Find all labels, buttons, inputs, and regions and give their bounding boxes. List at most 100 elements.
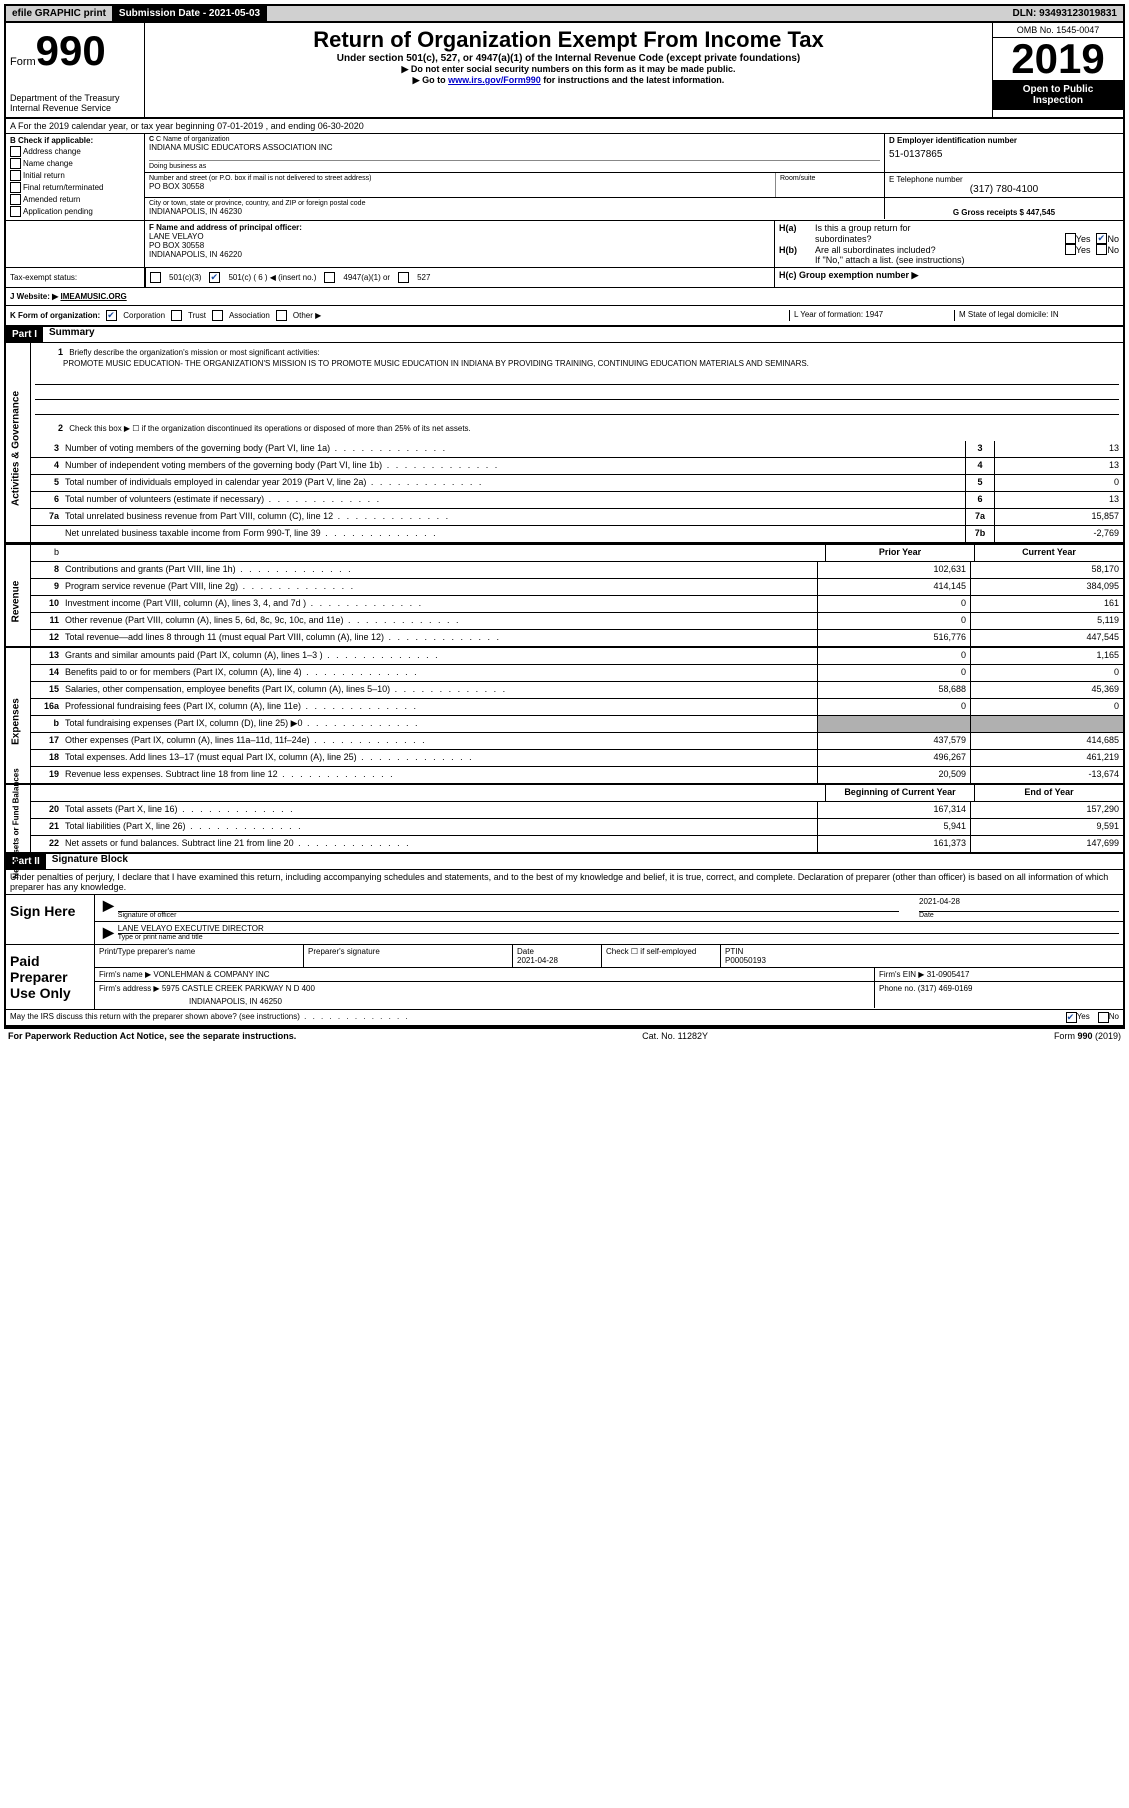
city-label: City or town, state or province, country… [149,200,880,207]
discuss-row: May the IRS discuss this return with the… [6,1010,1123,1027]
summary-row: 22Net assets or fund balances. Subtract … [31,836,1123,852]
summary-row: 5Total number of individuals employed in… [31,475,1123,492]
dba-label: Doing business as [149,160,880,170]
irs-link[interactable]: www.irs.gov/Form990 [448,75,541,85]
officer-addr1: PO BOX 30558 [149,241,770,250]
state-domicile: M State of legal domicile: IN [954,310,1119,321]
net-assets-section: Net Assets or Fund Balances Beginning of… [6,785,1123,854]
tax-501c3[interactable] [150,272,161,283]
k-trust[interactable] [171,310,182,321]
summary-row: 9Program service revenue (Part VIII, lin… [31,579,1123,596]
irs-label: Internal Revenue Service [10,103,140,113]
section-fh: F Name and address of principal officer:… [6,221,1123,268]
summary-row: bTotal fundraising expenses (Part IX, co… [31,716,1123,733]
return-subtitle: Under section 501(c), 527, or 4947(a)(1)… [149,53,988,64]
summary-row: 20Total assets (Part X, line 16)167,3141… [31,802,1123,819]
phone-value: (317) 780-4100 [889,184,1119,195]
activities-governance: Activities & Governance 1 Briefly descri… [6,343,1123,544]
section-ij: Tax-exempt status: 501(c)(3) 501(c) ( 6 … [6,268,1123,288]
section-j: J Website: ▶ IMEAMUSIC.ORG [6,288,1123,306]
note-goto: ▶ Go to www.irs.gov/Form990 for instruct… [149,75,988,86]
summary-row: 13Grants and similar amounts paid (Part … [31,648,1123,665]
gross-receipts: G Gross receipts $ 447,545 [889,200,1119,217]
part1-header: Part I Summary [6,327,1123,343]
form-990: efile GRAPHIC print Submission Date - 20… [4,4,1125,1029]
check-final[interactable] [10,182,21,193]
officer-name: LANE VELAYO [149,232,770,241]
perjury-declaration: Under penalties of perjury, I declare th… [6,870,1123,895]
k-corp[interactable] [106,310,117,321]
tax-4947[interactable] [324,272,335,283]
summary-row: 10Investment income (Part VIII, column (… [31,596,1123,613]
section-b: B Check if applicable: Address change Na… [6,134,145,220]
tax-year: 2019 [993,38,1123,80]
dln: DLN: 93493123019831 [1006,6,1123,21]
efile-print[interactable]: efile GRAPHIC print [6,6,113,21]
phone-label: E Telephone number [889,175,1119,184]
summary-row: 12Total revenue—add lines 8 through 11 (… [31,630,1123,646]
room-suite-label: Room/suite [775,173,884,197]
section-bcdefg: B Check if applicable: Address change Na… [6,134,1123,221]
k-assoc[interactable] [212,310,223,321]
dept-treasury: Department of the Treasury [10,93,140,103]
section-klm: K Form of organization: Corporation Trus… [6,306,1123,327]
expenses-section: Expenses 13Grants and similar amounts pa… [6,648,1123,785]
mission-text: PROMOTE MUSIC EDUCATION- THE ORGANIZATIO… [35,359,1119,368]
summary-row: 19Revenue less expenses. Subtract line 1… [31,767,1123,783]
summary-row: 21Total liabilities (Part X, line 26)5,9… [31,819,1123,836]
ha-yes[interactable] [1065,233,1076,244]
summary-row: 6Total number of volunteers (estimate if… [31,492,1123,509]
street-value: PO BOX 30558 [149,182,771,191]
website[interactable]: IMEAMUSIC.ORG [60,292,126,301]
return-title: Return of Organization Exempt From Incom… [149,27,988,53]
top-bar: efile GRAPHIC print Submission Date - 20… [6,6,1123,23]
summary-row: 16aProfessional fundraising fees (Part I… [31,699,1123,716]
summary-row: 17Other expenses (Part IX, column (A), l… [31,733,1123,750]
hb-yes[interactable] [1065,244,1076,255]
summary-row: 11Other revenue (Part VIII, column (A), … [31,613,1123,630]
officer-addr2: INDIANAPOLIS, IN 46220 [149,250,770,259]
line-a: A For the 2019 calendar year, or tax yea… [6,119,1123,134]
revenue-section: Revenue b Prior Year Current Year 8Contr… [6,544,1123,648]
tax-501c[interactable] [209,272,220,283]
hb-no[interactable] [1096,244,1107,255]
summary-row: 7aTotal unrelated business revenue from … [31,509,1123,526]
summary-row: 18Total expenses. Add lines 13–17 (must … [31,750,1123,767]
arrow-icon: ▶ [99,897,118,919]
officer-label: F Name and address of principal officer: [149,223,770,232]
year-formation: L Year of formation: 1947 [789,310,954,321]
form-number: 990 [36,27,106,74]
open-public: Open to Public Inspection [993,80,1123,110]
summary-row: 3Number of voting members of the governi… [31,441,1123,458]
summary-row: 8Contributions and grants (Part VIII, li… [31,562,1123,579]
sign-here-section: Sign Here ▶ Signature of officer 2021-04… [6,895,1123,945]
summary-row: 14Benefits paid to or for members (Part … [31,665,1123,682]
city-value: INDIANAPOLIS, IN 46230 [149,207,880,216]
arrow-icon: ▶ [99,924,118,942]
discuss-yes[interactable] [1066,1012,1077,1023]
part2-header: Part II Signature Block [6,854,1123,870]
ha-no[interactable] [1096,233,1107,244]
note-ssn: ▶ Do not enter social security numbers o… [149,64,988,75]
summary-row: Net unrelated business taxable income fr… [31,526,1123,542]
paid-preparer-section: Paid Preparer Use Only Print/Type prepar… [6,945,1123,1010]
col-headers: b Prior Year Current Year [31,545,1123,562]
ein-label: D Employer identification number [889,136,1119,145]
check-initial[interactable] [10,170,21,181]
check-amended[interactable] [10,194,21,205]
summary-row: 15Salaries, other compensation, employee… [31,682,1123,699]
discuss-no[interactable] [1098,1012,1109,1023]
street-label: Number and street (or P.O. box if mail i… [149,175,771,182]
check-name[interactable] [10,158,21,169]
page-footer: For Paperwork Reduction Act Notice, see … [4,1029,1125,1043]
tax-527[interactable] [398,272,409,283]
form-word: Form [10,56,36,68]
check-pending[interactable] [10,206,21,217]
org-name-label: C C Name of organization [149,136,880,143]
form-header: Form990 Department of the Treasury Inter… [6,23,1123,119]
check-address[interactable] [10,146,21,157]
ein-value: 51-0137865 [889,145,1119,164]
col-headers-net: Beginning of Current Year End of Year [31,785,1123,802]
k-other[interactable] [276,310,287,321]
submission-date: Submission Date - 2021-05-03 [113,6,267,21]
